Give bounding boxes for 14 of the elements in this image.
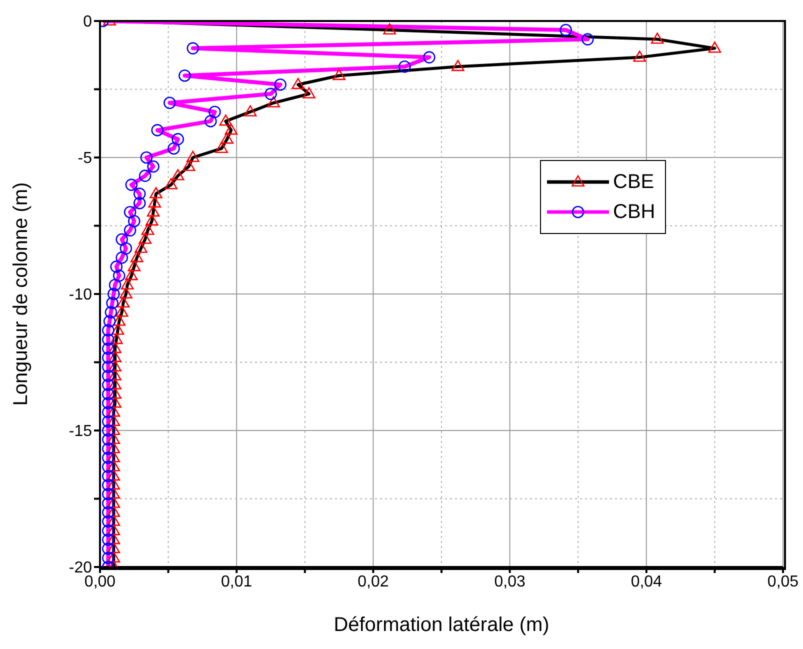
y-axis-title: Longueur de colonne (m)	[10, 182, 32, 406]
x-axis-title: Déformation latérale (m)	[334, 614, 550, 636]
y-tick-label: -15	[68, 423, 92, 440]
x-tick-label: 0,05	[767, 573, 799, 590]
legend-label: CBE	[613, 170, 654, 194]
x-tick-label: 0,03	[494, 573, 526, 590]
y-tick-label: 0	[83, 14, 92, 31]
y-tick-label: -5	[78, 150, 92, 168]
x-tick-label: 0,01	[221, 573, 252, 590]
legend-label: CBH	[613, 200, 656, 224]
x-tick-label: 0,00	[84, 573, 116, 590]
y-tick-label: -10	[68, 286, 92, 304]
x-tick-label: 0,04	[630, 573, 662, 590]
x-tick-label: 0,02	[358, 573, 389, 590]
